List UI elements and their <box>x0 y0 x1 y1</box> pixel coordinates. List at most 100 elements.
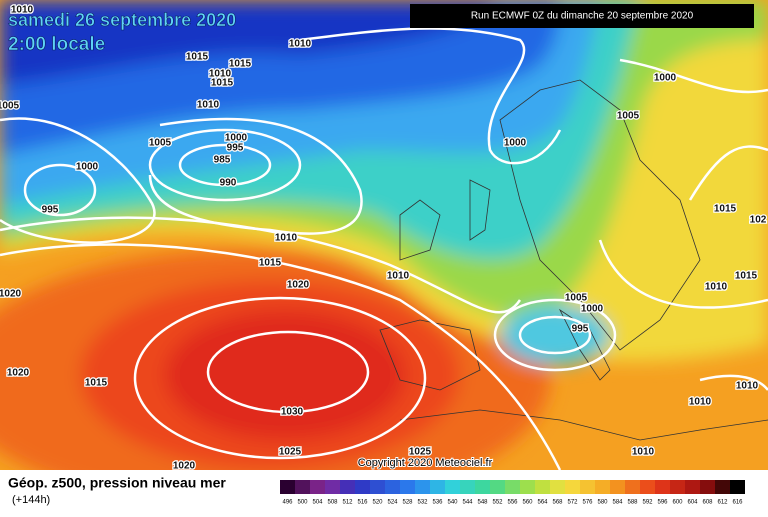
scale-swatch <box>550 480 565 494</box>
scale-label: 616 <box>732 500 743 506</box>
isobar-label: 1015 <box>229 59 252 70</box>
scale-label: 560 <box>522 500 533 506</box>
scale-swatch <box>565 480 580 494</box>
scale-label: 576 <box>582 500 593 506</box>
isobar-label: 1000 <box>76 162 99 173</box>
scale-swatch <box>580 480 595 494</box>
scale-label: 600 <box>672 500 683 506</box>
scale-label: 572 <box>567 500 578 506</box>
isobar-label: 1010 <box>289 39 312 50</box>
scale-label: 500 <box>297 500 308 506</box>
isobar-label: 1020 <box>287 280 310 291</box>
isobars <box>0 27 768 470</box>
isobar-label: 1005 <box>149 138 172 149</box>
scale-label: 588 <box>627 500 638 506</box>
scale-label: 520 <box>372 500 383 506</box>
isobar-label: 1010 <box>209 69 232 80</box>
scale-label: 528 <box>402 500 413 506</box>
scale-swatch <box>430 480 445 494</box>
scale-swatch <box>460 480 475 494</box>
isobar-label: 1010 <box>197 100 220 111</box>
scale-swatch <box>325 480 340 494</box>
scale-swatch <box>640 480 655 494</box>
isobar-label: 102 <box>750 215 767 226</box>
scale-label: 556 <box>507 500 518 506</box>
scale-label: 496 <box>282 500 293 506</box>
scale-label: 596 <box>657 500 668 506</box>
isobar-label: 1010 <box>632 447 655 458</box>
scale-swatch <box>445 480 460 494</box>
scale-label: 564 <box>537 500 548 506</box>
isobar-label: 1010 <box>705 282 728 293</box>
scale-label: 524 <box>387 500 398 506</box>
isobar-label: 985 <box>214 155 231 166</box>
isobar-labels: 1010101010151015101010151010100510001005… <box>0 3 768 472</box>
isobar-label: 1020 <box>0 289 22 300</box>
map-date: samedi 26 septembre 2020 <box>8 10 236 30</box>
legend-title: Géop. z500, pression niveau mer <box>8 475 226 491</box>
scale-swatch <box>670 480 685 494</box>
isobar-label: 1025 <box>409 447 432 458</box>
isobar-label: 1000 <box>225 133 248 144</box>
scale-label: 568 <box>552 500 563 506</box>
isobar-label: 1015 <box>259 258 282 269</box>
copyright: Copyright 2020 Meteociel.fr <box>358 457 493 469</box>
isobar-label: 1005 <box>617 111 640 122</box>
scale-swatch <box>535 480 550 494</box>
scale-swatch <box>370 480 385 494</box>
isobar-label: 1020 <box>173 461 196 472</box>
scale-swatch <box>490 480 505 494</box>
isobar-label: 1000 <box>504 138 527 149</box>
lead-time: (+144h) <box>12 494 50 506</box>
isobar-label: 995 <box>42 205 59 216</box>
isobar-label: 1015 <box>186 52 209 63</box>
scale-swatch <box>520 480 535 494</box>
scale-label: 508 <box>327 500 338 506</box>
scale-swatch <box>700 480 715 494</box>
scale-label: 532 <box>417 500 428 506</box>
isobar-label: 1020 <box>7 368 30 379</box>
scale-label: 604 <box>687 500 698 506</box>
scale-label: 516 <box>357 500 368 506</box>
scale-swatch <box>295 480 310 494</box>
scale-swatch <box>505 480 520 494</box>
scale-swatch <box>385 480 400 494</box>
isobar-label: 1005 <box>0 101 20 112</box>
scale-label: 512 <box>342 500 353 506</box>
scale-swatch <box>730 480 745 494</box>
scale-swatch <box>715 480 730 494</box>
scale-swatch <box>610 480 625 494</box>
scale-swatch <box>685 480 700 494</box>
scale-label: 552 <box>492 500 503 506</box>
isobar-label: 1010 <box>689 397 712 408</box>
scale-swatch <box>355 480 370 494</box>
scale-swatch <box>280 480 295 494</box>
scale-label: 536 <box>432 500 443 506</box>
isobar-label: 995 <box>572 324 589 335</box>
isobar-label: 1005 <box>565 293 588 304</box>
isobar-label: 1015 <box>85 378 108 389</box>
scale-label: 584 <box>612 500 623 506</box>
scale-swatch <box>475 480 490 494</box>
isobar-label: 1010 <box>275 233 298 244</box>
scale-label: 592 <box>642 500 653 506</box>
isobar-label: 1010 <box>736 381 759 392</box>
isobar-label: 1015 <box>714 204 737 215</box>
isobar-label: 1025 <box>279 447 302 458</box>
run-box <box>410 4 754 28</box>
scale-swatch <box>595 480 610 494</box>
scale-swatch <box>400 480 415 494</box>
scale-label: 548 <box>477 500 488 506</box>
scale-swatch <box>655 480 670 494</box>
isobar-label: 1015 <box>735 271 758 282</box>
isobar-label: 990 <box>220 178 237 189</box>
map-time: 2:00 locale <box>8 34 105 55</box>
color-scale: 496 500 504 508 512 516 520 524 528 532 536 540 544 5… <box>280 480 745 506</box>
isobar-label: 1000 <box>581 304 604 315</box>
isobar-label: 1030 <box>281 407 304 418</box>
scale-swatch <box>415 480 430 494</box>
scale-swatch <box>340 480 355 494</box>
scale-swatch <box>310 480 325 494</box>
scale-swatch <box>625 480 640 494</box>
